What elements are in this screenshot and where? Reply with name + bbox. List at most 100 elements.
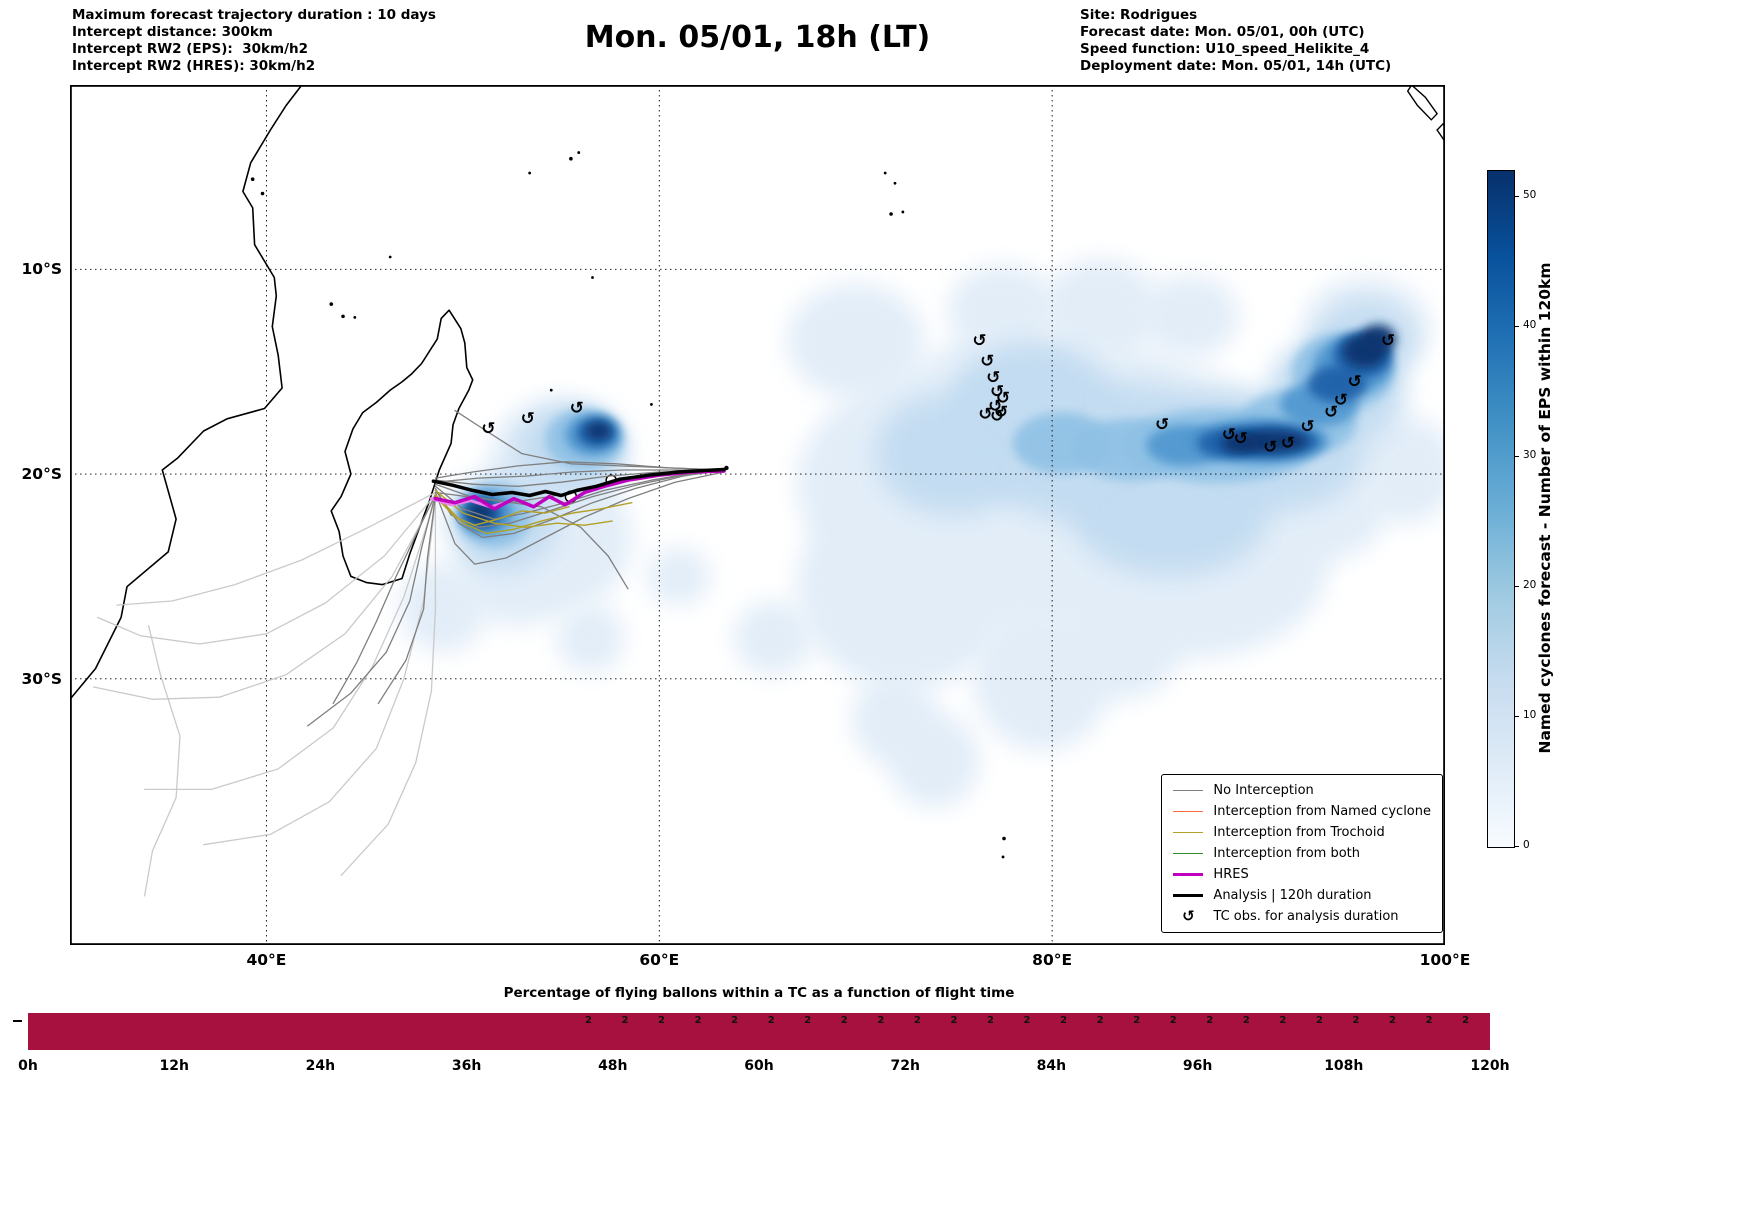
info-forecast-date: Forecast date: Mon. 05/01, 00h (UTC) — [1080, 24, 1365, 40]
balloon-percentage-label: 2 — [1389, 1015, 1397, 1026]
longitude-tick-label: 60°E — [639, 951, 680, 969]
balloon-percentage-label: 2 — [913, 1015, 921, 1026]
balloon-percentage-label: 2 — [1242, 1015, 1250, 1026]
colorbar-tick — [1514, 455, 1519, 457]
density-blob — [647, 547, 711, 606]
no-interception-trajectory — [434, 469, 725, 539]
colorbar-tick — [1514, 715, 1519, 717]
balloon-percentage-label: 2 — [1462, 1015, 1470, 1026]
trochoid-interception-trajectory — [434, 489, 613, 528]
island-dot — [341, 314, 345, 319]
tc-obs-marker: ↺ — [1281, 433, 1295, 453]
density-blob — [1012, 412, 1112, 474]
no-interception-faded-trajectory — [143, 624, 181, 897]
time-tick-label: 0h — [18, 1058, 38, 1074]
density-blob — [1221, 433, 1261, 454]
tc-obs-marker: ↺ — [990, 407, 1004, 427]
island-dot — [883, 171, 887, 175]
island-dot — [549, 388, 553, 392]
density-blob — [786, 283, 925, 399]
colorbar-tick — [1514, 845, 1519, 847]
balloon-percentage-label: 2 — [1352, 1015, 1360, 1026]
no-interception-trajectory — [434, 471, 725, 565]
legend-line-sample — [1173, 894, 1204, 897]
legend-sample — [1173, 853, 1204, 854]
island-dot — [901, 210, 905, 214]
legend-sample — [1173, 873, 1204, 876]
balloon-percentage-label: 2 — [1315, 1015, 1323, 1026]
island-dot — [1001, 855, 1005, 859]
balloon-percentage-label: 2 — [1060, 1015, 1068, 1026]
balloon-percentage-label: 2 — [840, 1015, 848, 1026]
info-deployment-date: Deployment date: Mon. 05/01, 14h (UTC) — [1080, 58, 1392, 74]
legend: No Interception Interception from Named c… — [1161, 774, 1443, 933]
density-blob — [1042, 259, 1161, 362]
legend-item-label: Interception from Trochoid — [1213, 825, 1385, 840]
madagascar-coastline — [330, 309, 474, 586]
density-blob — [467, 501, 494, 525]
tc-obs-marker: ↺ — [994, 403, 1008, 423]
legend-sample — [1173, 894, 1204, 897]
legend-line-sample — [1173, 790, 1204, 791]
legend-item-label: Analysis | 120h duration — [1213, 888, 1372, 903]
tc-obs-marker: ↺ — [990, 382, 1004, 402]
colorbar-tick-label: 50 — [1523, 189, 1537, 201]
tc-obs-marker: ↺ — [1324, 403, 1338, 423]
tc-obs-marker: ↺ — [481, 419, 495, 439]
param-intercept-rw2-hres: Intercept RW2 (HRES): 30km/h2 — [72, 58, 316, 74]
island-dot — [889, 212, 893, 216]
analysis-trajectory — [431, 467, 726, 498]
latitude-tick-label: 30°S — [21, 669, 62, 688]
time-tick-label: 48h — [598, 1058, 628, 1074]
balloon-percentage-label: 2 — [1425, 1015, 1433, 1026]
latitude-tick-label: 20°S — [21, 465, 62, 484]
island-dot — [250, 177, 255, 181]
no-interception-trajectory — [434, 469, 725, 483]
no-interception-trajectory — [434, 461, 725, 479]
island-dot — [1002, 836, 1006, 841]
no-interception-faded-trajectory — [340, 500, 437, 877]
tc-obs-marker: ↺ — [978, 405, 992, 425]
island-dot — [650, 403, 653, 406]
legend-line-sample — [1173, 873, 1204, 876]
island-dot — [528, 171, 532, 175]
colorbar-tick — [1514, 325, 1519, 327]
time-tick-label: 120h — [1470, 1058, 1510, 1074]
trochoid-interception-trajectory — [434, 493, 633, 535]
site-info: Site: Rodrigues Forecast date: Mon. 05/0… — [1080, 7, 1391, 75]
colorbar-tick-label: 40 — [1523, 319, 1537, 331]
tc-obs-marker: ↺ — [972, 331, 986, 351]
density-blob — [796, 484, 1013, 690]
no-interception-faded-trajectory — [143, 497, 437, 791]
time-tick-label: 108h — [1324, 1058, 1364, 1074]
tc-obs-marker: ↺ — [1222, 425, 1236, 445]
balloon-percentage-label: 2 — [694, 1015, 702, 1026]
legend-sample — [1173, 811, 1204, 812]
density-blob — [1360, 324, 1396, 354]
balloon-percentage-label: 2 — [1169, 1015, 1177, 1026]
tc-obs-marker: ↺ — [570, 399, 584, 419]
param-intercept-distance: Intercept distance: 300km — [72, 24, 273, 40]
legend-line-sample — [1173, 811, 1204, 812]
param-max-duration: Maximum forecast trajectory duration : 1… — [72, 7, 436, 23]
no-interception-trajectory — [332, 493, 437, 705]
legend-item: Interception from both — [1173, 846, 1431, 861]
island-dot — [577, 151, 581, 154]
time-tick-label: 36h — [451, 1058, 482, 1074]
balloon-percentage-label: 2 — [950, 1015, 958, 1026]
legend-item-label: Interception from Named cyclone — [1213, 804, 1431, 819]
tc-obs-marker: ↺ — [1347, 372, 1361, 392]
colorbar-tick — [1514, 585, 1519, 587]
timeline-y-axis-tick — [13, 1020, 22, 1022]
tc-obs-marker: ↺ — [1334, 390, 1348, 410]
balloon-percentage-label: 2 — [621, 1015, 629, 1026]
time-tick-label: 72h — [890, 1058, 920, 1074]
map-canvas: ↺↺↺↺↺↺↺↺↺↺↺↺ ↺↺↺ ↺ ↺↺↺↺↺↺ — [70, 85, 1445, 945]
time-tick-label: 84h — [1036, 1058, 1067, 1074]
legend-item: HRES — [1173, 867, 1431, 882]
tc-obs-marker: ↺ — [1381, 331, 1395, 351]
tc-obs-marker: ↺ — [996, 388, 1010, 408]
no-interception-trajectory — [307, 493, 437, 727]
tc-obs-marker: ↺ — [1300, 417, 1314, 437]
balloon-percentage-label: 2 — [1133, 1015, 1141, 1026]
